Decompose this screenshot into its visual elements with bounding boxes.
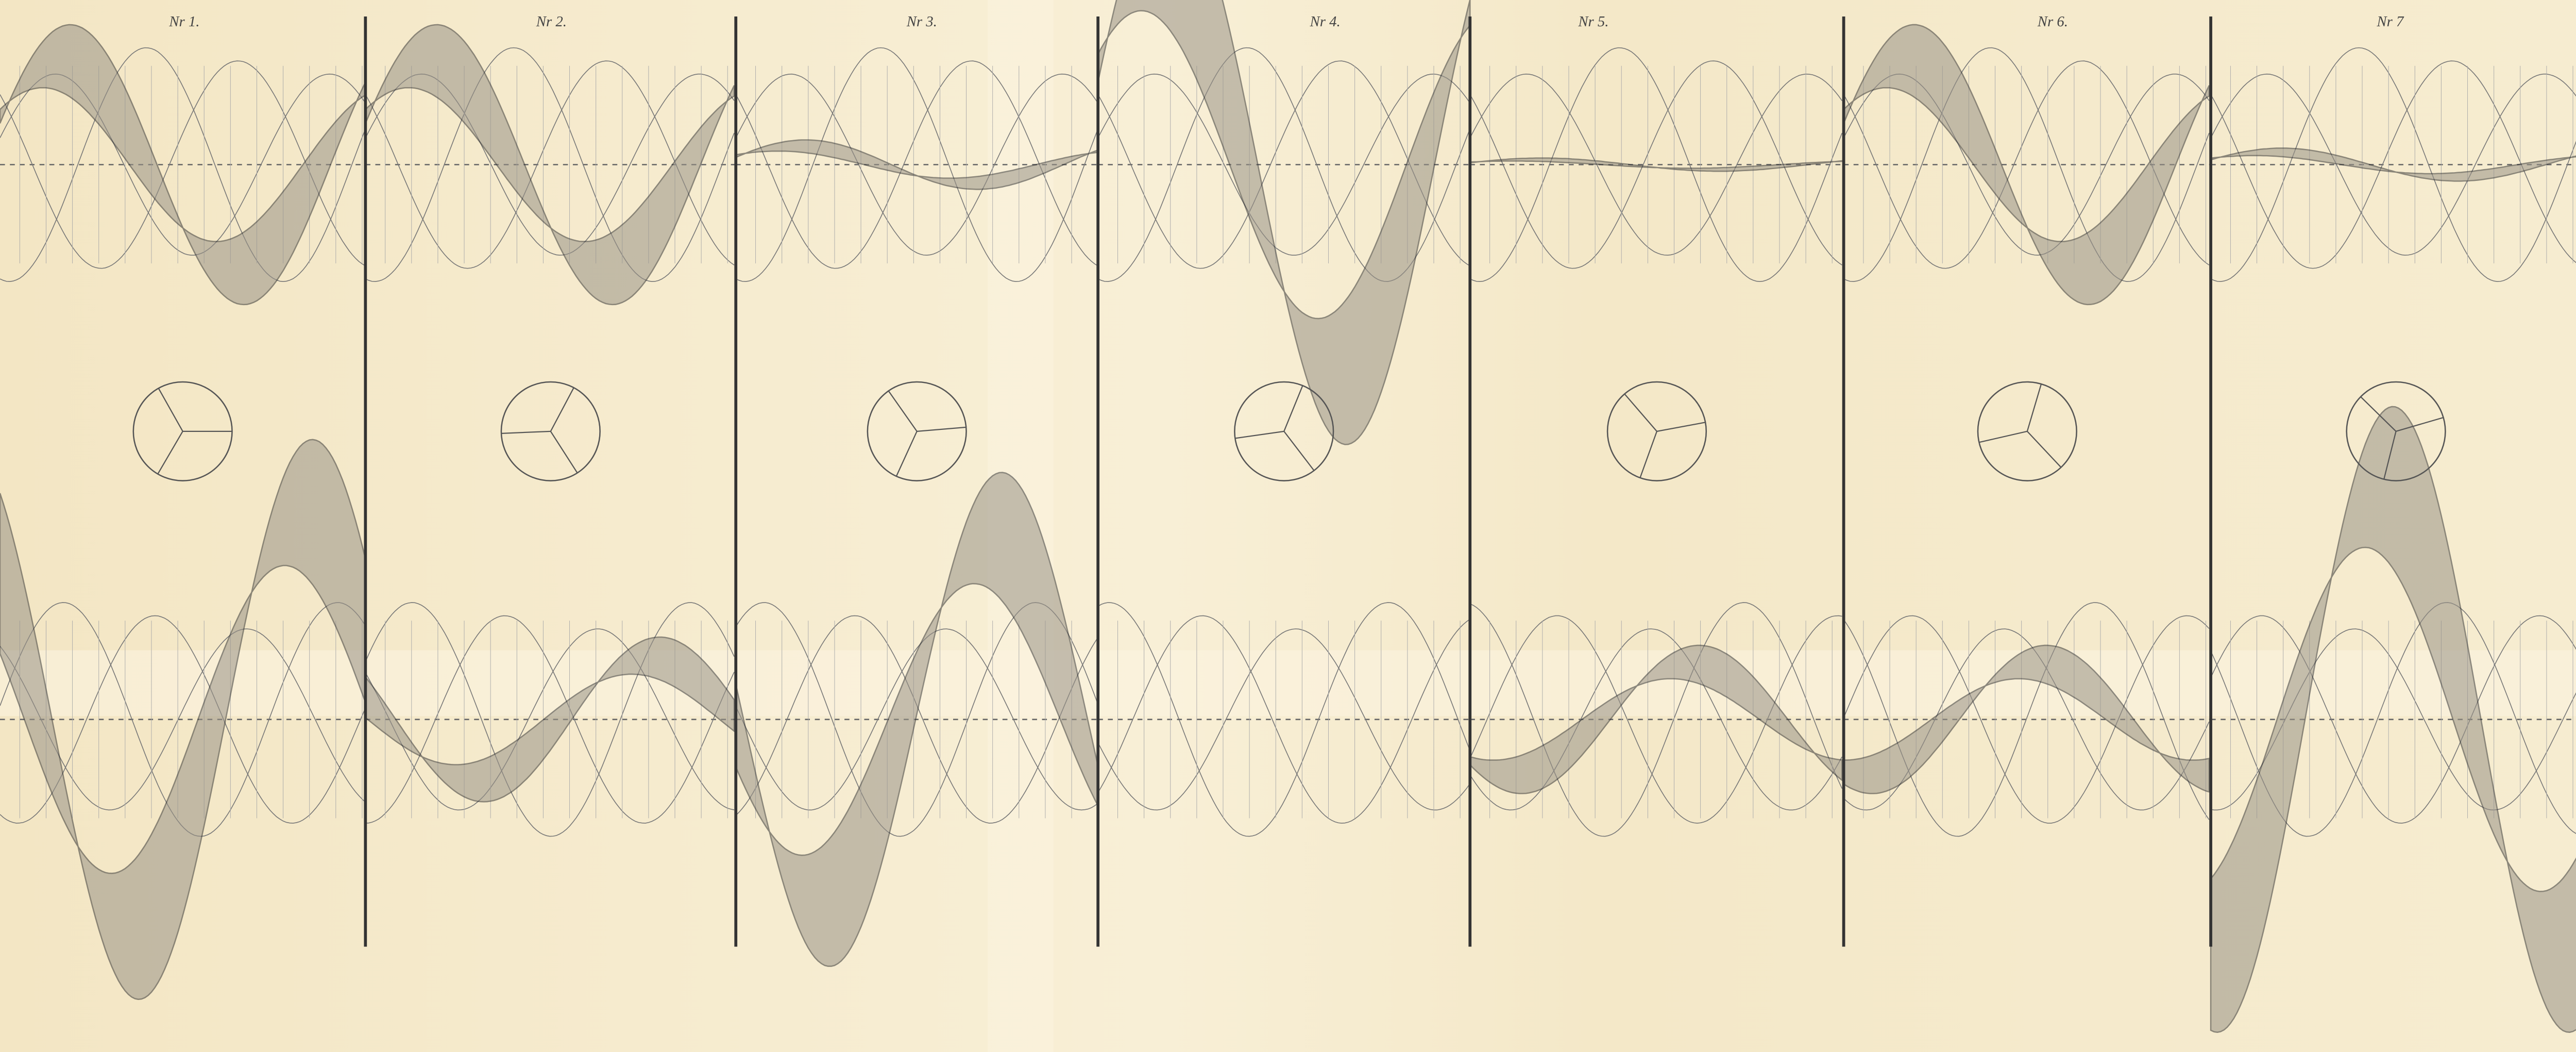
panel-title: Nr 3.	[906, 13, 937, 30]
thin-curve	[735, 73, 1098, 256]
labels: Nr 1. Nr 2. Nr 3. Nr 4. Nr 5. Nr 6. Nr 7	[168, 13, 2404, 30]
thin-curve	[2210, 615, 2576, 824]
crank-arm	[550, 431, 578, 474]
thin-curve	[1469, 628, 1843, 811]
crank-arm	[2383, 431, 2397, 480]
crank-arm	[1283, 385, 1303, 432]
thin-curve	[365, 628, 735, 811]
thin-curve	[365, 615, 735, 824]
thin-curve	[1097, 73, 1470, 256]
shaded-area	[1843, 24, 2210, 306]
shaded-area	[365, 636, 735, 803]
crank-arm	[2396, 416, 2444, 432]
thin-curve	[2210, 73, 2576, 256]
thin-curve	[1097, 615, 1470, 824]
thin-curve	[1843, 47, 2210, 282]
thin-curve	[1469, 47, 1843, 282]
crank-arm	[2027, 431, 2062, 468]
shaded-area	[365, 24, 735, 306]
crank-arm	[2026, 383, 2042, 432]
shaded-area	[2210, 406, 2576, 1033]
thin-curve	[1469, 73, 1843, 256]
crank-arm	[550, 387, 574, 432]
crank-arm	[2360, 396, 2397, 432]
thin-curve	[0, 47, 366, 282]
crank-arm	[1656, 422, 1706, 432]
thin-curve	[0, 60, 366, 269]
crank-diagram	[1234, 381, 1334, 481]
thin-curve	[365, 602, 735, 837]
crank-arm	[1979, 430, 2028, 443]
panel-title: Nr 4.	[1310, 13, 1341, 30]
panel-title: Nr 2.	[536, 13, 567, 30]
crank-diagram	[2346, 381, 2446, 481]
shaded-area	[1469, 644, 1843, 794]
panel-title: Nr 1.	[168, 13, 199, 30]
shaded-area	[2210, 147, 2576, 182]
crank-arm	[501, 430, 551, 434]
crank-arm	[1639, 431, 1657, 478]
shaded-area	[1469, 157, 1843, 172]
panel-title: Nr 6.	[2037, 13, 2068, 30]
crank-arm	[157, 431, 183, 475]
crank-arm	[895, 431, 918, 477]
thin-curve	[735, 60, 1098, 269]
crank-arm	[888, 390, 918, 432]
fold	[0, 650, 2576, 716]
panel-title: Nr 7	[2376, 13, 2404, 30]
crank-arm	[1283, 431, 1315, 471]
panel-title: Nr 5.	[1578, 13, 1608, 30]
crank-diagram	[867, 381, 967, 481]
crank-arm	[158, 388, 183, 432]
crank-arm	[1624, 393, 1657, 432]
thin-curve	[1097, 602, 1471, 837]
crank-diagram	[1977, 381, 2077, 481]
thin-curve	[365, 47, 735, 282]
thin-curve	[1469, 60, 1842, 269]
thin-curve	[0, 628, 366, 811]
crank-arm	[1235, 430, 1284, 439]
thin-curve	[1097, 628, 1470, 811]
thin-curve	[1469, 602, 1843, 837]
thin-curve	[1843, 615, 2210, 824]
thin-curve	[2210, 60, 2576, 269]
crank-diagram	[1606, 381, 1707, 481]
thin-curve	[1843, 60, 2210, 269]
crank-diagram	[500, 381, 601, 481]
thin-curve	[2210, 47, 2576, 282]
thin-curve	[735, 47, 1098, 282]
thin-curve	[1469, 615, 1842, 824]
shaded-area	[1843, 644, 2210, 794]
crank-arm	[917, 426, 967, 432]
thin-curve	[365, 60, 735, 269]
